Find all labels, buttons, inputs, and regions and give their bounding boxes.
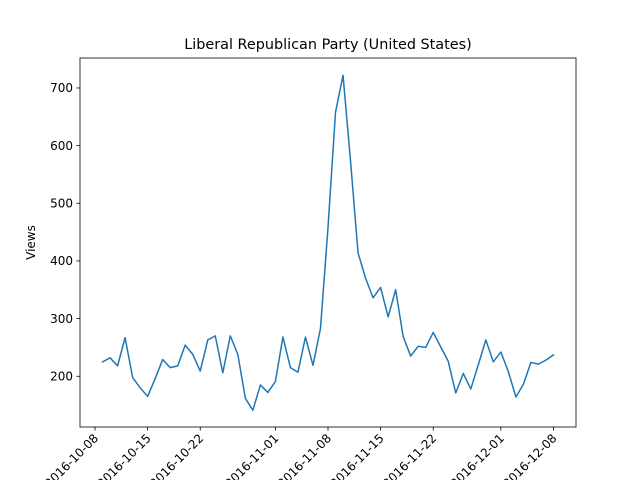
- y-tick-label: 400: [50, 254, 73, 268]
- y-tick-label: 300: [50, 312, 73, 326]
- y-axis-ticks: 200 300 400 500 600 700: [50, 81, 80, 383]
- y-axis-label: Views: [24, 225, 38, 260]
- y-tick-label: 200: [50, 369, 73, 383]
- chart-title: Liberal Republican Party (United States): [184, 37, 472, 53]
- axes-frame: [79, 57, 577, 428]
- axes-background: [80, 58, 576, 427]
- y-tick-label: 600: [50, 139, 73, 153]
- plot-area: [80, 58, 576, 427]
- series-layer: [101, 74, 555, 412]
- y-tick-label: 500: [50, 196, 73, 210]
- y-tick-label: 700: [50, 81, 73, 95]
